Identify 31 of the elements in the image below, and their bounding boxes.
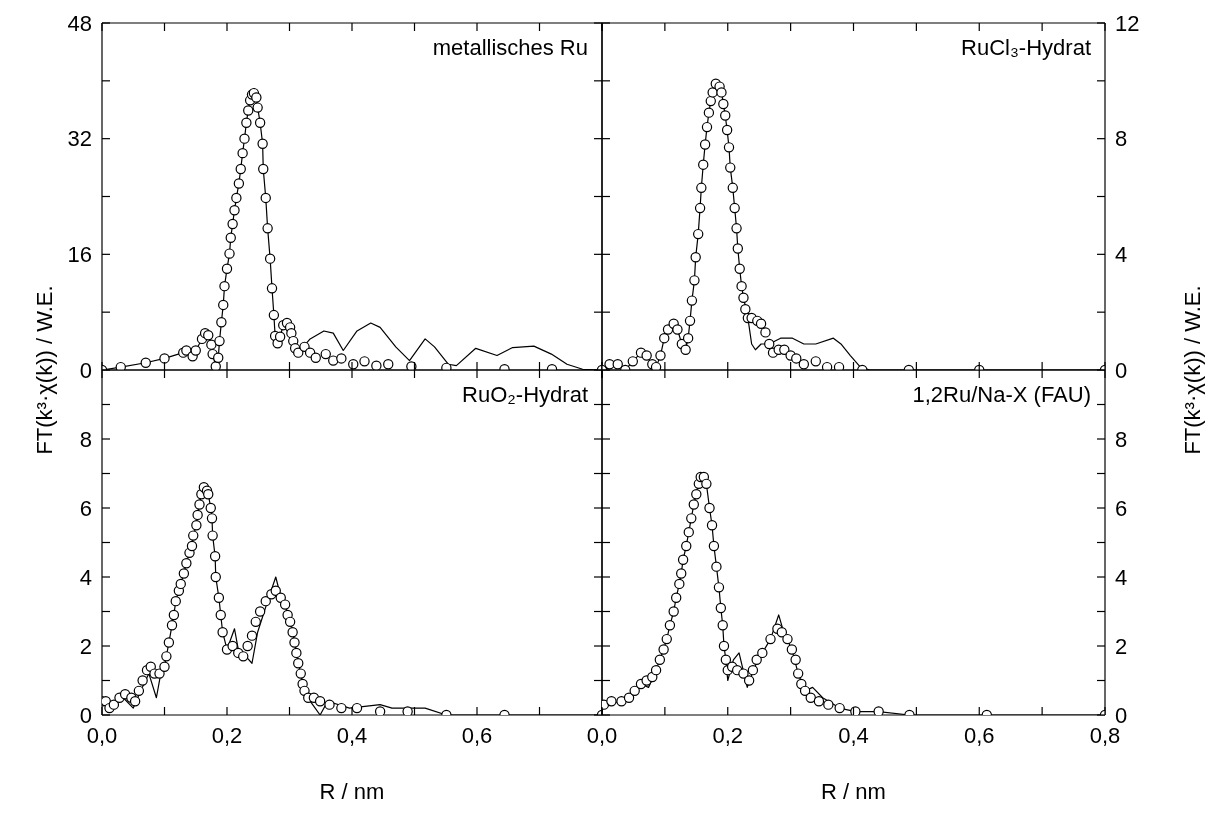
x-tick-label: 0,2 xyxy=(211,723,243,748)
x-axis-title: R / nm xyxy=(821,779,886,805)
y-tick-label: 8 xyxy=(79,426,92,452)
y-tick-label: 8 xyxy=(1115,426,1128,452)
y-tick-label: 2 xyxy=(1115,633,1128,659)
y-tick-label: 12 xyxy=(1115,10,1140,36)
text: metallisches Ru xyxy=(432,35,588,61)
y-tick-label: 2 xyxy=(79,633,92,659)
y-tick-label: 16 xyxy=(67,242,92,268)
y-tick-label: 6 xyxy=(1115,495,1128,521)
y-tick-label: 32 xyxy=(67,126,92,152)
x-tick-label: 0,0 xyxy=(586,723,618,748)
y-tick-label: 0 xyxy=(79,357,92,383)
text: RuCl₃-Hydrat xyxy=(961,35,1091,61)
y-tick-label: 4 xyxy=(1115,242,1128,268)
x-tick-label: 0,2 xyxy=(712,723,744,748)
x-tick-label: 0,4 xyxy=(336,723,368,748)
text: 1,2Ru/Na-X (FAU) xyxy=(912,382,1091,408)
y-tick-label: 4 xyxy=(79,564,92,590)
x-tick-label: 0,6 xyxy=(963,723,995,748)
y-axis-title: FT(k³·χ(k)) / W.E. xyxy=(1180,285,1206,455)
x-tick-label: 0,4 xyxy=(838,723,869,748)
y-axis-title: FT(k³·χ(k)) / W.E. xyxy=(32,285,58,455)
y-tick-label: 4 xyxy=(1115,564,1128,590)
text: RuO₂-Hydrat xyxy=(462,382,588,408)
y-tick-label: 6 xyxy=(79,495,92,521)
x-axis-title: R / nm xyxy=(319,779,385,805)
y-tick-label: 8 xyxy=(1115,126,1128,152)
y-tick-label: 0 xyxy=(1115,357,1128,383)
x-tick-label: 0,6 xyxy=(461,723,493,748)
y-tick-label: 48 xyxy=(67,10,92,36)
